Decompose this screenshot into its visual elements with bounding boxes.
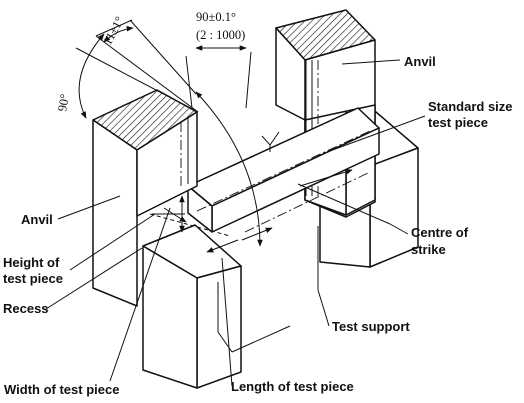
label-test-support: Test support: [332, 319, 410, 334]
label-width: Width of test piece: [4, 382, 119, 397]
label-anvil-right: Anvil: [404, 54, 436, 69]
label-height-of: Height of: [3, 255, 60, 270]
angle-11-label: 11±1°: [100, 14, 127, 47]
angle-90-label: 90°: [55, 93, 72, 113]
label-centre-of: Centre of: [411, 225, 469, 240]
label-standard-size: Standard size: [428, 99, 513, 114]
notch-angle-label: 90±0.1°: [196, 10, 236, 24]
v-notch: [261, 131, 280, 146]
dimension-lines: [75, 19, 353, 253]
left-test-support: [142, 213, 242, 389]
label-height-test-piece: test piece: [3, 271, 63, 286]
label-recess: Recess: [3, 301, 49, 316]
label-strike: strike: [411, 242, 446, 257]
left-anvil: [92, 89, 198, 307]
leader-lines: [45, 59, 426, 387]
label-test-piece: test piece: [428, 115, 488, 130]
label-length: Length of test piece: [231, 379, 354, 394]
label-anvil-left: Anvil: [21, 212, 53, 227]
notch-ratio-label: (2 : 1000): [196, 28, 245, 42]
